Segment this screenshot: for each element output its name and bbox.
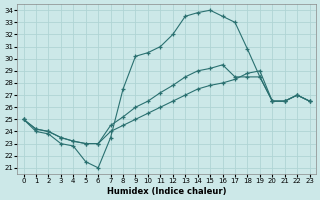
X-axis label: Humidex (Indice chaleur): Humidex (Indice chaleur): [107, 187, 226, 196]
